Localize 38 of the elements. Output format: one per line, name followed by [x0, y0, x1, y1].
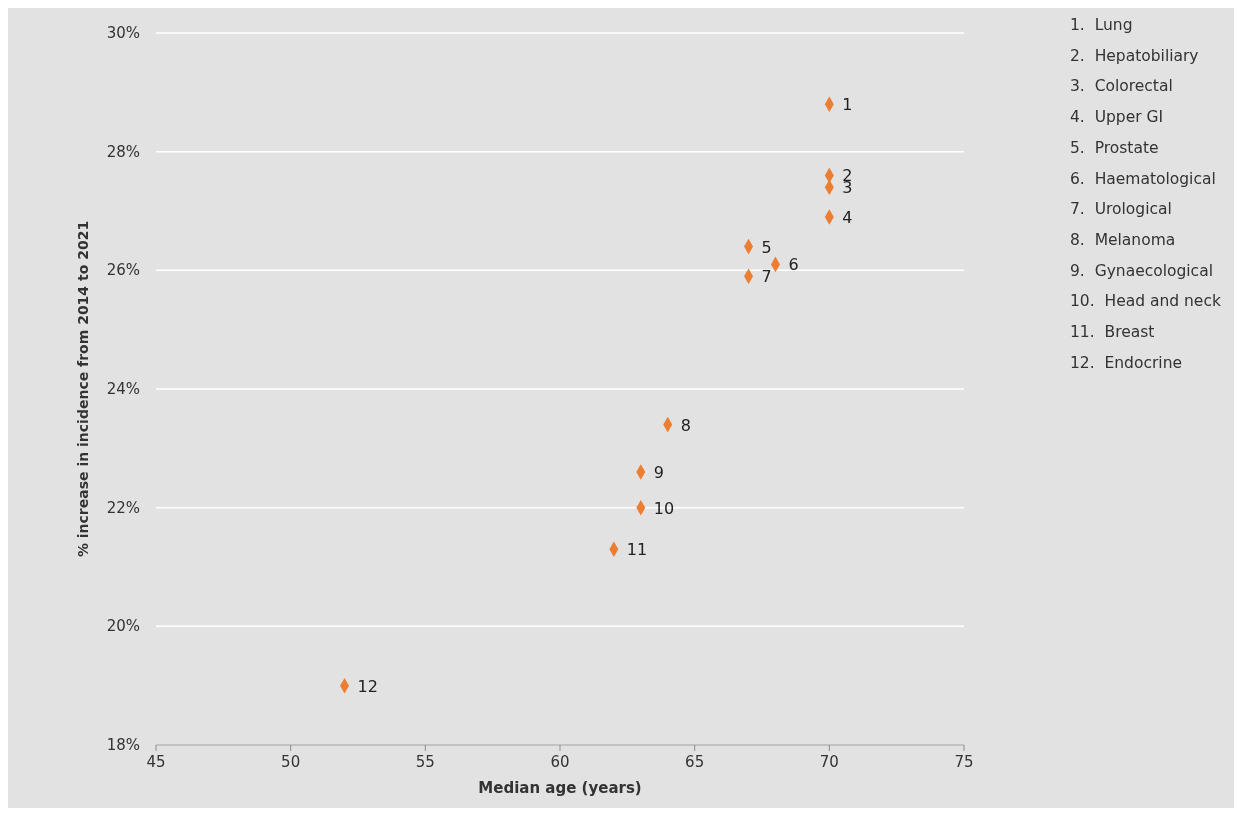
y-axis-title: % increase in incidence from 2014 to 2021: [75, 220, 91, 558]
text: 1. Lung: [1070, 16, 1133, 34]
y-tick-label: 24%: [106, 380, 140, 398]
text: 2. Hepatobiliary: [1070, 46, 1199, 65]
x-tick-label: 75: [954, 753, 974, 771]
annotation: 7: [761, 267, 772, 287]
y-tick-label: 26%: [106, 261, 140, 280]
x-tick-label: 60: [550, 753, 570, 771]
x-tick-label: 50: [281, 753, 301, 771]
text: 3. Colorectal: [1070, 77, 1173, 96]
text: 6. Haematological: [1070, 169, 1216, 188]
annotation: 6: [788, 255, 799, 275]
annotation: 12: [357, 676, 378, 696]
y-tick-label: 18%: [106, 736, 140, 754]
text: 9. Gynaecological: [1070, 261, 1213, 280]
annotation: 4: [842, 207, 853, 227]
annotation: 9: [653, 463, 664, 483]
x-axis-title: Median age (years): [478, 779, 642, 797]
x-tick-label: 65: [685, 753, 705, 771]
text: 8. Melanoma: [1070, 230, 1176, 249]
y-tick-label: 30%: [106, 24, 140, 42]
annotation: 8: [680, 415, 691, 435]
text: 5. Prostate: [1070, 138, 1159, 157]
text: 4. Upper GI: [1070, 108, 1164, 127]
x-tick-label: 45: [146, 753, 166, 771]
text: 7. Urological: [1070, 200, 1172, 219]
annotation: 1: [842, 95, 853, 115]
text: 12. Endocrine: [1070, 353, 1183, 372]
annotation: 5: [761, 237, 772, 257]
annotation: 11: [626, 540, 648, 560]
y-tick-label: 22%: [106, 498, 140, 517]
annotation: 10: [653, 498, 675, 518]
y-tick-label: 28%: [106, 142, 140, 161]
y-tick-label: 20%: [106, 617, 140, 636]
x-tick-label: 70: [819, 753, 839, 771]
text: 10. Head and neck: [1070, 292, 1221, 311]
text: 11. Breast: [1070, 323, 1155, 341]
x-tick-label: 55: [415, 753, 435, 771]
